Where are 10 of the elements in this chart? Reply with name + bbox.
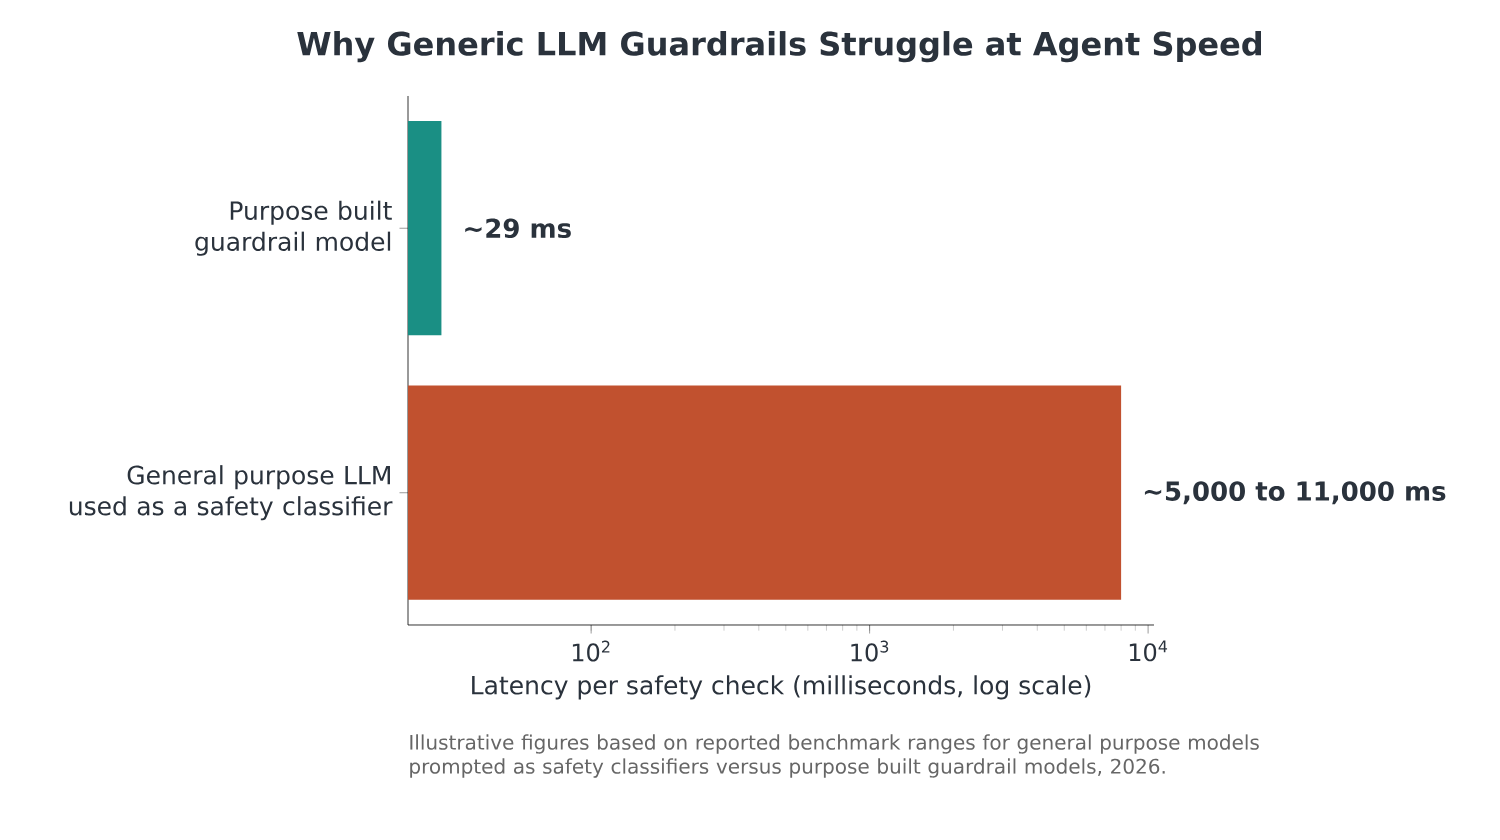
x-tick-label: 10$^{4}$ [1129,640,1168,662]
x-tick-label: 10$^{3}$ [851,640,889,662]
chart-title: Why Generic LLM Guardrails Struggle at Agent Speed [297,31,1261,63]
x-tick-label: 10$^{2}$ [572,640,610,662]
x-axis-title: Latency per safety check (milliseconds, log scale) [472,675,1091,700]
y-tick-label: Purpose built guardrail model [195,200,392,256]
data-label: ~29 ms [465,218,571,239]
y-tick-label: General purpose LLM used as a safety classifier [69,465,393,521]
text: Illustrative figures based on reported benchmark ranges for general purpose models prompted as safety classifiers versus purpose built guardrail models, 2026. [410,734,1259,778]
data-label: ~5,000 to 11,000 ms [1144,481,1446,505]
